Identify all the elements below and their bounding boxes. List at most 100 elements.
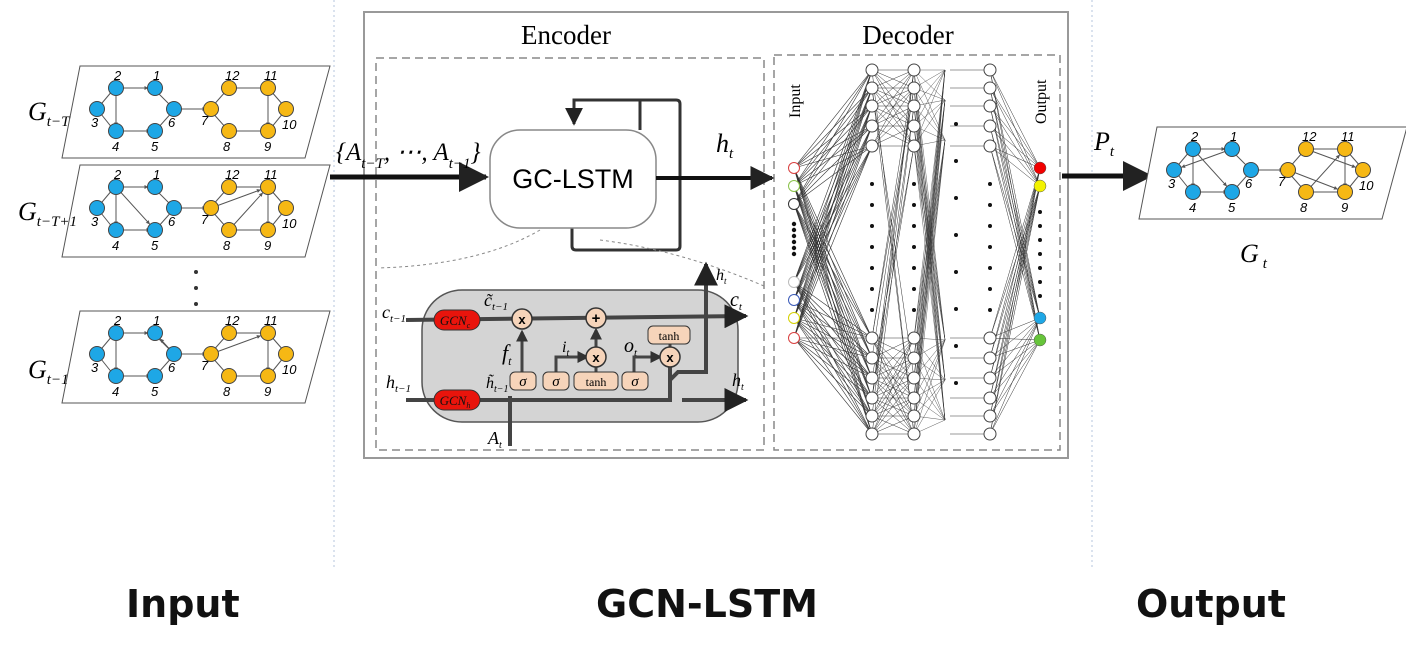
graph-node-4 xyxy=(1186,185,1201,200)
graph-node-label-5: 5 xyxy=(151,238,159,253)
output-graph-label: Gt xyxy=(1240,239,1268,272)
graph-node-10 xyxy=(279,102,294,117)
graph-panel-2: 1234 56 78 9101112 xyxy=(62,165,330,257)
decoder-neuron xyxy=(866,140,878,152)
decoder-connection xyxy=(872,146,914,378)
decoder-input-neuron xyxy=(789,295,800,306)
decoder-connection xyxy=(872,88,914,358)
decoder-output-dot xyxy=(1038,252,1042,256)
decoder-neuron xyxy=(908,392,920,404)
decoder-neuron xyxy=(866,428,878,440)
decoder-neuron xyxy=(984,392,996,404)
decoder-neuron xyxy=(984,100,996,112)
decoder-ellipsis-dot xyxy=(870,182,874,186)
decoder-connection xyxy=(914,140,945,434)
candidate-tanh: tanh xyxy=(586,375,607,389)
gc-lstm-label: GC-LSTM xyxy=(512,164,634,194)
decoder-input-neuron xyxy=(789,181,800,192)
graph-node-label-7: 7 xyxy=(201,212,209,227)
graph-node-label-11: 11 xyxy=(1341,129,1355,144)
graph-node-5 xyxy=(148,124,163,139)
decoder-ellipsis-dot xyxy=(954,381,958,385)
decoder-output-neuron xyxy=(1034,180,1046,192)
decoder-input-neuron xyxy=(789,313,800,324)
section-output-label: Output xyxy=(1136,582,1286,626)
graph-node-label-7: 7 xyxy=(201,113,209,128)
decoder-input-dot xyxy=(792,234,796,238)
decoder-neuron xyxy=(984,428,996,440)
graph-node-label-11: 11 xyxy=(264,167,278,182)
graph-node-label-2: 2 xyxy=(113,313,122,328)
decoder-output-neuron xyxy=(1034,162,1046,174)
decoder-output-dot xyxy=(1038,238,1042,242)
decoder-output-dot xyxy=(1038,210,1042,214)
output-sigma: σ xyxy=(631,374,639,390)
decoder-ellipsis-dot xyxy=(988,224,992,228)
decoder-network xyxy=(789,64,1047,440)
decoder-ellipsis-dot xyxy=(870,308,874,312)
decoder-connection xyxy=(990,318,1040,358)
input-sigma: σ xyxy=(552,374,560,390)
zoom-line-right xyxy=(600,240,764,286)
input-graph-label-1: Gt−T xyxy=(28,97,71,130)
decoder-output-neuron xyxy=(1034,312,1046,324)
decoder-neuron xyxy=(908,140,920,152)
decoder-ellipsis-dot xyxy=(988,308,992,312)
decoder-connection xyxy=(872,106,914,434)
graph-panel-3: 1234 56 78 9101112 xyxy=(62,311,330,403)
decoder-connection xyxy=(794,126,872,338)
graph-node-label-6: 6 xyxy=(168,360,176,375)
decoder-neuron xyxy=(866,332,878,344)
zoom-line-left xyxy=(378,230,540,268)
c-out-label: ct xyxy=(730,289,743,313)
decoder-neuron xyxy=(866,410,878,422)
graph-node-label-1: 1 xyxy=(153,167,160,182)
graph-node-10 xyxy=(279,347,294,362)
output-multiply-symbol: x xyxy=(666,350,674,365)
graph-node-9 xyxy=(261,223,276,238)
decoder-connection xyxy=(872,70,914,398)
graph-node-9 xyxy=(1338,185,1353,200)
decoder-input-dot xyxy=(792,240,796,244)
decoder-ellipsis-dot xyxy=(988,203,992,207)
decoder-ellipsis-dot xyxy=(870,203,874,207)
decoder-connection xyxy=(794,70,872,338)
decoder-ellipsis-dot xyxy=(870,224,874,228)
decoder-ellipsis-dot xyxy=(870,287,874,291)
recurrent-loop-return xyxy=(574,100,640,124)
a-input-label: At xyxy=(487,428,502,451)
decoder-title: Decoder xyxy=(862,20,953,50)
decoder-connection xyxy=(990,146,1040,186)
graph-node-5 xyxy=(148,223,163,238)
forget-multiply-symbol: x xyxy=(518,312,526,327)
graph-node-label-4: 4 xyxy=(112,384,119,399)
graph-node-label-5: 5 xyxy=(1228,200,1236,215)
decoder-neuron xyxy=(908,64,920,76)
decoder-connection xyxy=(794,282,872,398)
decoder-ellipsis-dot xyxy=(988,287,992,291)
section-input-label: Input xyxy=(126,582,240,626)
graph-node-label-4: 4 xyxy=(1189,200,1196,215)
decoder-input-dot xyxy=(792,246,796,250)
input-sequence-label: {At−T, ⋯, At−1} xyxy=(336,139,481,172)
decoder-connection xyxy=(990,146,1040,168)
graph-node-label-3: 3 xyxy=(91,214,99,229)
decoder-neuron xyxy=(866,120,878,132)
decoder-connection xyxy=(794,106,872,338)
decoder-neuron xyxy=(908,352,920,364)
graph-node-label-9: 9 xyxy=(1341,200,1348,215)
graph-node-label-3: 3 xyxy=(1168,176,1176,191)
decoder-ellipsis-dot xyxy=(870,266,874,270)
decoder-neuron xyxy=(908,100,920,112)
graph-node-label-5: 5 xyxy=(151,139,159,154)
decoder-neuron xyxy=(984,410,996,422)
decoder-neuron xyxy=(866,372,878,384)
decoder-neuron xyxy=(908,428,920,440)
decoder-connection xyxy=(990,340,1040,434)
gcn-h-label: GCNh xyxy=(440,393,471,410)
graph-node-label-4: 4 xyxy=(112,139,119,154)
decoder-ellipsis-dot xyxy=(954,122,958,126)
section-gcn-lstm-label: GCN-LSTM xyxy=(596,582,818,626)
decoder-connection xyxy=(794,338,872,358)
h-out-label: ht xyxy=(732,370,744,393)
